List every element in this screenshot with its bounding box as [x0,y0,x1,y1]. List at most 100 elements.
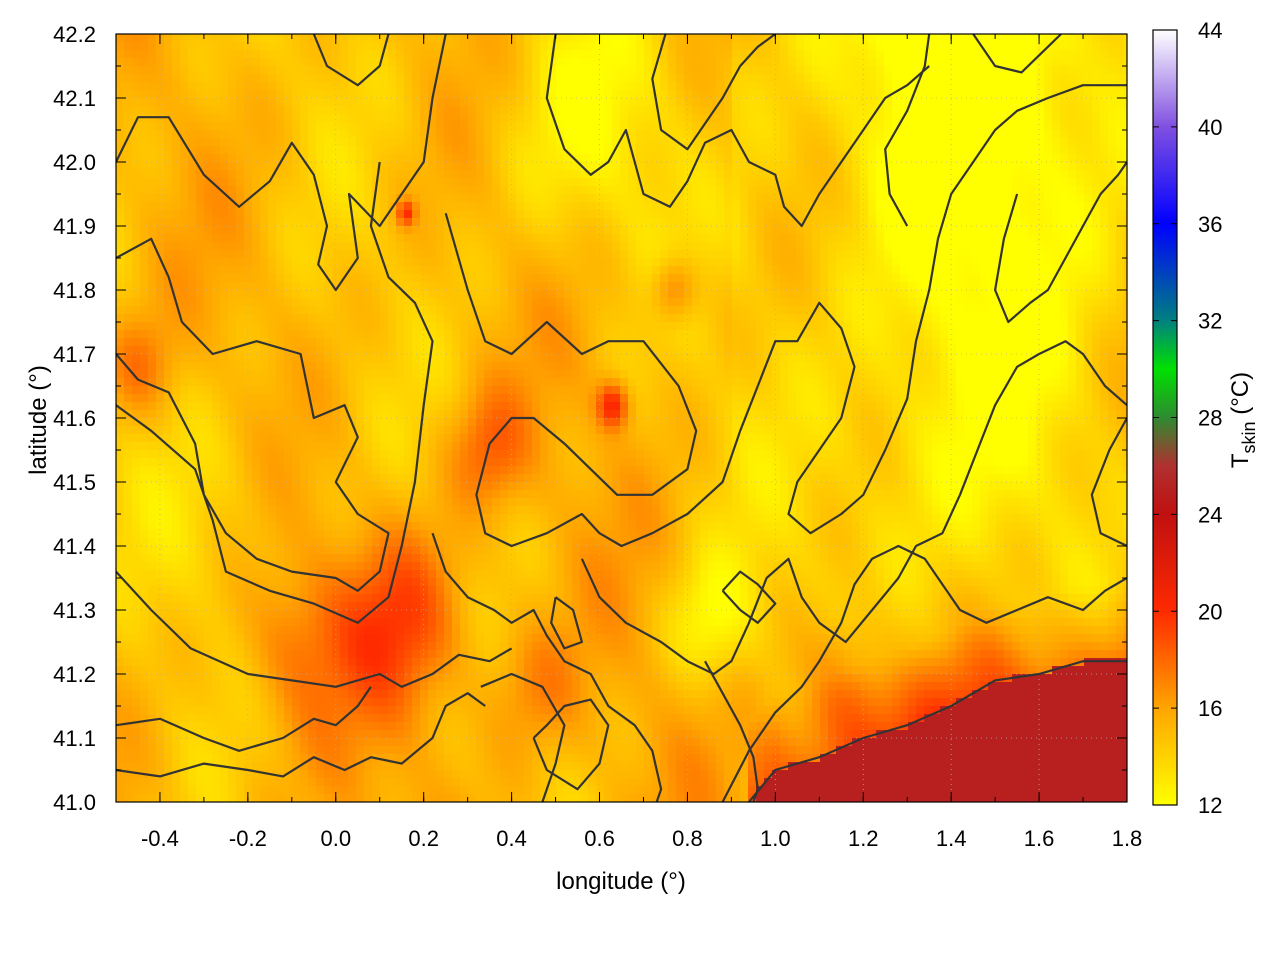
heat-cell [500,242,509,251]
heat-cell [420,698,429,707]
heat-cell [324,778,333,787]
heat-cell [508,74,517,83]
heat-cell [340,762,349,771]
heat-cell [524,274,533,283]
heat-cell [300,98,309,107]
heat-cell [324,386,333,395]
heat-cell [388,178,397,187]
heat-cell [116,770,125,779]
heat-cell [276,442,285,451]
heat-cell [300,274,309,283]
heat-cell [388,530,397,539]
heat-cell [212,778,221,787]
heat-cell [300,178,309,187]
heat-cell [348,754,357,763]
heat-cell [452,746,461,755]
heat-cell [236,210,245,219]
heat-cell [500,634,509,643]
heat-cell [212,234,221,243]
heat-cell [372,634,381,643]
heat-cell [348,658,357,667]
heat-cell [364,762,373,771]
heat-cell [524,130,533,139]
heat-cell [276,714,285,723]
heat-cell [316,122,325,131]
heat-cell [156,698,165,707]
heat-cell [372,578,381,587]
heat-cell [164,170,173,179]
heat-cell [492,674,501,683]
heat-cell [292,778,301,787]
heat-cell [124,586,133,595]
heat-cell [212,42,221,51]
heat-cell [220,642,229,651]
heat-cell [236,98,245,107]
heat-cell [484,202,493,211]
heat-cell [484,258,493,267]
heat-cell [300,794,309,802]
heat-cell [500,690,509,699]
heat-cell [228,114,237,123]
heat-cell [372,658,381,667]
heat-cell [132,690,141,699]
heat-cell [380,90,389,99]
heat-cell [412,202,421,211]
heat-cell [396,242,405,251]
heat-cell [292,362,301,371]
heat-cell [196,82,205,91]
heat-cell [404,674,413,683]
heat-cell [396,794,405,802]
heat-cell [412,426,421,435]
heat-cell [260,194,269,203]
heat-cell [372,442,381,451]
heat-cell [340,242,349,251]
heat-cell [180,250,189,259]
heat-cell [452,434,461,443]
heat-cell [164,82,173,91]
heat-cell [164,754,173,763]
heat-cell [340,314,349,323]
heat-cell [116,554,125,563]
heat-cell [116,290,125,299]
heat-cell [316,98,325,107]
heat-cell [460,154,469,163]
heat-cell [460,770,469,779]
heat-cell [204,354,213,363]
heat-cell [444,146,453,155]
heat-cell [260,218,269,227]
heat-cell [468,786,477,795]
heat-cell [212,546,221,555]
heat-cell [524,634,533,643]
heat-cell [220,794,229,802]
heat-cell [476,514,485,523]
heat-cell [372,74,381,83]
heat-cell [204,282,213,291]
heat-cell [116,786,125,795]
heat-cell [268,194,277,203]
heat-cell [460,98,469,107]
heat-cell [436,306,445,315]
heat-cell [500,34,509,43]
heat-cell [316,786,325,795]
heat-cell [508,578,517,587]
heat-cell [116,650,125,659]
heat-cell [180,690,189,699]
heat-cell [468,98,477,107]
heat-cell [228,330,237,339]
heat-cell [292,170,301,179]
heat-cell [340,634,349,643]
heat-cell [452,82,461,91]
heat-cell [252,242,261,251]
heat-cell [388,786,397,795]
heat-cell [420,66,429,75]
heat-cell [340,362,349,371]
heat-cell [308,194,317,203]
heat-cell [268,490,277,499]
heat-cell [492,738,501,747]
heat-cell [220,106,229,115]
heat-cell [188,58,197,67]
heat-cell [316,634,325,643]
heat-cell [172,138,181,147]
heat-cell [212,618,221,627]
heat-cell [404,490,413,499]
